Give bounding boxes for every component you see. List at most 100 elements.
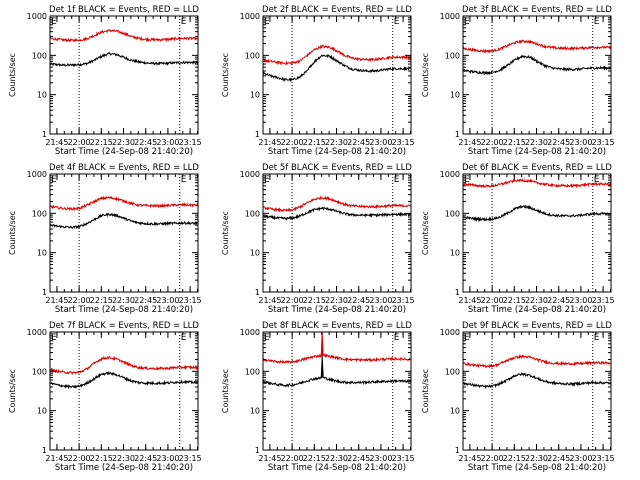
series-group [50, 355, 198, 390]
x-tick-label: 23:15 [592, 296, 615, 305]
x-tick-label: 22:45 [347, 454, 370, 463]
y-tick-label: 1000 [27, 328, 47, 337]
y-tick-label: 10 [450, 407, 460, 416]
y-tick-label: 100 [32, 367, 47, 376]
lld-series-line [463, 354, 611, 369]
lld-series-line [50, 355, 198, 376]
events-series-line [463, 54, 611, 76]
y-axis-label: Counts/sec [8, 53, 17, 97]
x-tick-label: 22:30 [325, 138, 348, 147]
x-tick-label: 23:00 [156, 296, 179, 305]
x-tick-label: 22:45 [347, 138, 370, 147]
y-tick-label: 1 [455, 130, 460, 139]
plot-frame [262, 173, 412, 293]
x-tick-label: 23:15 [392, 454, 415, 463]
plot-frame [462, 15, 612, 135]
lld-series-line [463, 178, 611, 189]
x-tick-label: 23:00 [569, 454, 592, 463]
x-tick-label: 22:30 [112, 296, 135, 305]
x-tick-label: 22:15 [503, 454, 526, 463]
x-tick-label: 22:45 [547, 138, 570, 147]
lld-series-line [50, 28, 198, 43]
x-tick-label: 22:15 [90, 296, 113, 305]
plot-panel: Det 9f BLACK = Events, RED = LLD 1 10 100 10… [421, 321, 615, 473]
x-tick-label: 22:00 [281, 454, 304, 463]
x-tick-label: 22:30 [525, 296, 548, 305]
plot-panel: Det 4f BLACK = Events, RED = LLD 1 10 100 10… [8, 163, 202, 315]
e-marker-label: E [394, 175, 400, 185]
y-axis-label: Counts/sec [221, 53, 230, 97]
e-marker-label: E [464, 175, 470, 185]
plot-frame [49, 331, 199, 451]
events-series-line [50, 370, 198, 390]
e-marker-label: E [594, 17, 600, 27]
events-series-line [463, 204, 611, 223]
y-tick-label: 10 [250, 91, 260, 100]
x-tick-label: 22:30 [112, 454, 135, 463]
plot-panel: Det 8f BLACK = Events, RED = LLD 1 10 100 10… [221, 321, 415, 473]
x-tick-label: 21:45 [258, 138, 281, 147]
y-tick-label: 1 [42, 130, 47, 139]
y-axis-label: Counts/sec [421, 53, 430, 97]
series-group [50, 28, 198, 68]
plot-title: Det 9f BLACK = Events, RED = LLD [462, 321, 612, 331]
events-series-line [263, 206, 411, 221]
x-tick-label: 22:45 [547, 296, 570, 305]
e-marker-label: E [264, 17, 270, 27]
x-tick-label: 22:00 [481, 454, 504, 463]
x-tick-label: 22:00 [481, 138, 504, 147]
x-axis-label: Start Time (24-Sep-08 21:40:20) [55, 147, 193, 157]
x-axis-label: Start Time (24-Sep-08 21:40:20) [55, 463, 193, 473]
x-axis-label: Start Time (24-Sep-08 21:40:20) [55, 305, 193, 315]
events-series-line [263, 54, 411, 83]
e-marker-label: E [594, 175, 600, 185]
plot-frame [262, 15, 412, 135]
x-tick-label: 22:15 [503, 296, 526, 305]
y-tick-label: 1000 [440, 328, 460, 337]
lld-series-line [263, 44, 411, 66]
y-tick-label: 100 [245, 209, 260, 218]
y-axis-label: Counts/sec [221, 211, 230, 255]
y-tick-label: 1000 [27, 170, 47, 179]
plot-frame [262, 331, 412, 451]
lld-series-line [463, 39, 611, 54]
y-axis-label: Counts/sec [8, 211, 17, 255]
x-tick-label: 21:45 [45, 138, 68, 147]
x-tick-label: 23:15 [392, 296, 415, 305]
x-tick-label: 23:15 [179, 138, 202, 147]
y-tick-label: 100 [32, 51, 47, 60]
events-series-line [50, 51, 198, 68]
y-tick-label: 1 [42, 446, 47, 455]
e-marker-label: E [51, 175, 57, 185]
y-tick-label: 10 [450, 249, 460, 258]
x-tick-label: 23:00 [569, 138, 592, 147]
x-tick-label: 23:15 [179, 296, 202, 305]
e-marker-label: E [464, 333, 470, 343]
y-tick-label: 1 [455, 446, 460, 455]
x-axis-label: Start Time (24-Sep-08 21:40:20) [268, 305, 406, 315]
x-tick-label: 21:45 [458, 296, 481, 305]
events-series-line [50, 212, 198, 230]
x-tick-label: 23:00 [156, 454, 179, 463]
x-tick-label: 22:00 [281, 296, 304, 305]
series-group [463, 39, 611, 76]
x-tick-label: 22:00 [481, 296, 504, 305]
x-tick-label: 22:30 [325, 296, 348, 305]
x-tick-label: 22:45 [134, 296, 157, 305]
x-tick-label: 21:45 [258, 296, 281, 305]
x-tick-label: 21:45 [45, 296, 68, 305]
y-tick-label: 1000 [240, 12, 260, 21]
y-tick-label: 10 [37, 407, 47, 416]
plot-panel: Det 1f BLACK = Events, RED = LLD 1 10 100 10… [8, 5, 202, 157]
e-marker-label: E [51, 17, 57, 27]
x-tick-label: 22:45 [134, 454, 157, 463]
y-tick-label: 10 [450, 91, 460, 100]
x-tick-label: 22:45 [547, 454, 570, 463]
plot-frame [462, 331, 612, 451]
e-marker-label: E [181, 17, 187, 27]
plot-panel: Det 6f BLACK = Events, RED = LLD 1 10 100 10… [421, 163, 615, 315]
x-axis-label: Start Time (24-Sep-08 21:40:20) [468, 305, 606, 315]
lld-series-line [50, 195, 198, 212]
y-tick-label: 1000 [240, 170, 260, 179]
